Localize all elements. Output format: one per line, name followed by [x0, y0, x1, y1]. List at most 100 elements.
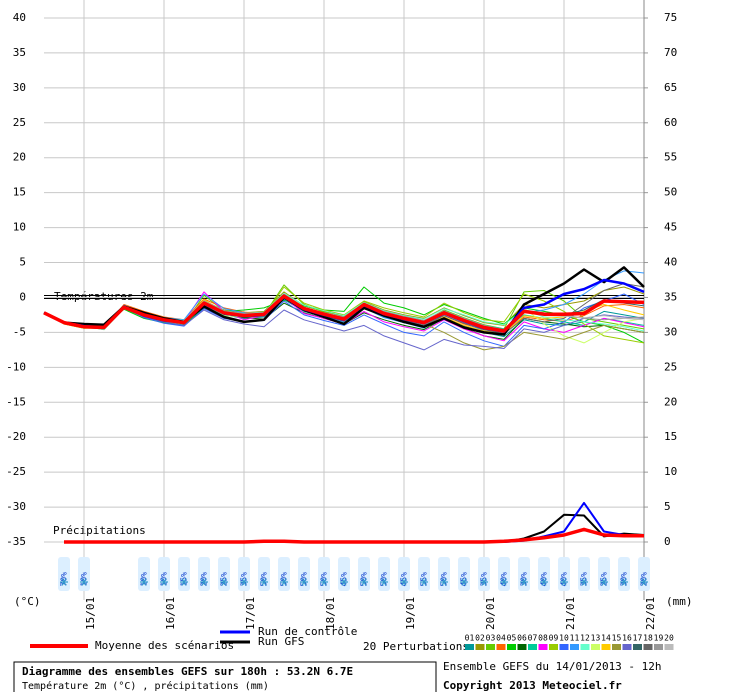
legend-swatch — [538, 644, 548, 650]
snowflake — [201, 578, 207, 586]
legend-swatch — [622, 644, 632, 650]
snow-probability: 50% — [298, 557, 310, 591]
y-tick-label: 25 — [13, 116, 26, 129]
snow-probability-label: 45% — [460, 572, 469, 587]
chart-title: Diagramme des ensembles GEFS sur 180h : … — [22, 665, 353, 678]
precip-line — [64, 527, 644, 544]
snow-probability: 50% — [358, 557, 370, 591]
snowflake — [221, 578, 227, 586]
legend-swatch — [580, 644, 590, 650]
y2-tick-label: 55 — [664, 151, 677, 164]
chart-subtitle: Température 2m (°C) , précipitations (mm… — [22, 680, 269, 692]
snowflake — [561, 578, 567, 586]
snowflake — [381, 578, 387, 586]
legend-label: 02 — [475, 634, 485, 643]
x-tick-label: 18/01 — [324, 597, 337, 630]
snowflake — [401, 578, 407, 586]
snow-probability-label: 50% — [300, 572, 309, 587]
snowflake — [621, 578, 627, 586]
snow-probability-label: 40% — [560, 572, 569, 587]
snowflake — [581, 578, 587, 586]
legend-swatch — [612, 644, 621, 650]
y2-tick-label: 25 — [664, 360, 677, 373]
y2-axis-unit: (mm) — [666, 595, 693, 608]
snowflake — [541, 578, 547, 586]
snow-probability-label: 10% — [140, 572, 149, 587]
snowflake — [441, 578, 447, 586]
legend-swatch — [507, 644, 516, 650]
legend-label: 09 — [549, 634, 559, 643]
y2-tick-label: 70 — [664, 46, 677, 59]
legend-swatch — [528, 644, 537, 650]
x-tick-label: 22/01 — [644, 597, 657, 630]
legend-swatch — [559, 644, 569, 650]
snow-probability-label: 50% — [320, 572, 329, 587]
snow-probability: 50% — [438, 557, 450, 591]
snow-probability: 45% — [338, 557, 350, 591]
y2-tick-label: 30 — [664, 325, 677, 338]
temperature-line — [43, 266, 645, 336]
snow-probability-label: 35% — [580, 572, 589, 587]
snow-probability-label: 50% — [360, 572, 369, 587]
y-tick-label: 20 — [13, 151, 26, 164]
snowflake — [461, 578, 467, 586]
x-tick-label: 19/01 — [404, 597, 417, 630]
snowflake — [81, 578, 87, 586]
snow-probability-label: 20% — [640, 572, 649, 587]
copyright: Copyright 2013 Meteociel.fr — [443, 679, 622, 692]
legend-swatch — [475, 644, 485, 650]
snowflake — [61, 578, 67, 586]
snow-probability: 25% — [218, 557, 230, 591]
snow-probability-label: 50% — [260, 572, 269, 587]
snow-probability: 50% — [378, 557, 390, 591]
y-tick-label: -15 — [6, 395, 26, 408]
snow-probability: 70% — [58, 557, 70, 591]
snow-probability: 30% — [618, 557, 630, 591]
snow-probability: 35% — [578, 557, 590, 591]
snow-probability: 45% — [398, 557, 410, 591]
snow-probability: 50% — [278, 557, 290, 591]
legend-label: 01 — [465, 634, 475, 643]
snow-probability: 30% — [518, 557, 530, 591]
legend-swatch — [591, 644, 600, 650]
x-tick-label: 15/01 — [84, 597, 97, 630]
snowflake — [361, 578, 367, 586]
legend-label: Run GFS — [258, 635, 304, 648]
snowflake — [641, 578, 647, 586]
y2-tick-label: 10 — [664, 465, 677, 478]
legend-swatch — [643, 644, 653, 650]
snowflake — [181, 578, 187, 586]
y-tick-label: -20 — [6, 430, 26, 443]
snow-probability-label: 20% — [200, 572, 209, 587]
y2-tick-label: 60 — [664, 116, 677, 129]
legend-swatch — [601, 644, 611, 650]
legend-swatch — [465, 644, 474, 650]
temperature-annotation: Températures 2m — [54, 290, 154, 303]
legend-label: 04 — [496, 634, 506, 643]
snowflake — [501, 578, 507, 586]
legend-label: 17 — [633, 634, 643, 643]
y2-tick-label: 5 — [664, 500, 671, 513]
snow-probability-label: 25% — [220, 572, 229, 587]
snow-probability: 40% — [498, 557, 510, 591]
snow-probability: 10% — [138, 557, 150, 591]
y2-tick-label: 50 — [664, 186, 677, 199]
snowflake — [241, 578, 247, 586]
legend-label: Run de contrôle — [258, 625, 357, 638]
snow-probability-label: 10% — [160, 572, 169, 587]
snow-probability: 40% — [558, 557, 570, 591]
legend-label: 13 — [591, 634, 601, 643]
legend-label: 05 — [507, 634, 517, 643]
legend-swatch — [570, 644, 579, 650]
y2-tick-label: 20 — [664, 395, 677, 408]
x-tick-label: 20/01 — [484, 597, 497, 630]
snow-probability-label: 35% — [240, 572, 249, 587]
y2-tick-label: 15 — [664, 430, 677, 443]
y-axis-unit: (°C) — [14, 595, 41, 608]
legend-swatch — [664, 644, 674, 650]
snow-probability: 25% — [598, 557, 610, 591]
snow-probability-label: 50% — [440, 572, 449, 587]
legend-swatch — [517, 644, 527, 650]
